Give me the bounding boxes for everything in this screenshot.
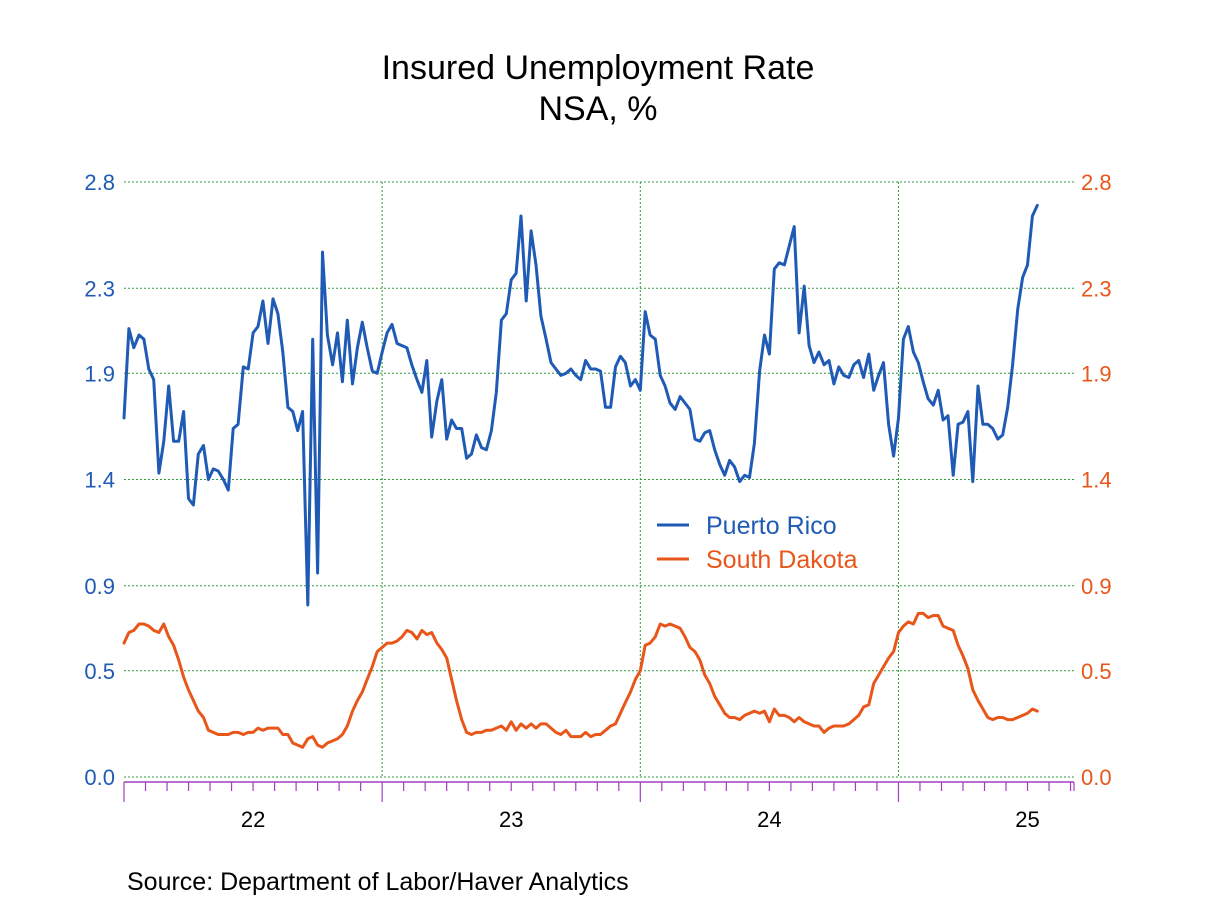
left-tick-label: 0.5 bbox=[84, 659, 115, 684]
source-note: Source: Department of Labor/Haver Analyt… bbox=[127, 868, 629, 896]
chart-subtitle: NSA, % bbox=[538, 90, 657, 128]
right-y-axis-ticks: 2.8 2.3 1.9 1.4 0.9 0.5 0.0 bbox=[1081, 170, 1112, 790]
series-lines bbox=[122, 203, 1039, 749]
left-tick-label: 2.8 bbox=[84, 170, 115, 195]
axes bbox=[123, 781, 1075, 802]
series-line-south-dakota bbox=[122, 611, 1039, 749]
x-tick-label: 22 bbox=[241, 807, 265, 832]
x-tick-label: 24 bbox=[757, 807, 781, 832]
left-tick-label: 0.0 bbox=[84, 765, 115, 790]
right-tick-label: 1.9 bbox=[1081, 361, 1112, 386]
left-tick-label: 0.9 bbox=[84, 574, 115, 599]
legend: Puerto Rico South Dakota bbox=[657, 512, 858, 574]
x-tick-label: 25 bbox=[1015, 807, 1039, 832]
left-y-axis-ticks: 2.8 2.3 1.9 1.4 0.9 0.5 0.0 bbox=[84, 170, 115, 790]
right-tick-label: 2.8 bbox=[1081, 170, 1112, 195]
left-tick-label: 1.4 bbox=[84, 468, 115, 493]
grid-lines bbox=[124, 181, 1074, 778]
right-tick-label: 2.3 bbox=[1081, 276, 1112, 301]
left-tick-label: 1.9 bbox=[84, 361, 115, 386]
right-tick-label: 0.0 bbox=[1081, 765, 1112, 790]
x-axis-ticks: 22 23 24 25 bbox=[241, 807, 1040, 832]
right-tick-label: 0.9 bbox=[1081, 574, 1112, 599]
legend-label-puerto-rico: Puerto Rico bbox=[706, 512, 837, 540]
series-line-puerto-rico bbox=[122, 203, 1039, 607]
x-tick-label: 23 bbox=[499, 807, 523, 832]
legend-label-south-dakota: South Dakota bbox=[706, 546, 858, 574]
right-tick-label: 0.5 bbox=[1081, 659, 1112, 684]
left-tick-label: 2.3 bbox=[84, 276, 115, 301]
right-tick-label: 1.4 bbox=[1081, 468, 1112, 493]
chart-title: Insured Unemployment Rate bbox=[382, 49, 815, 87]
